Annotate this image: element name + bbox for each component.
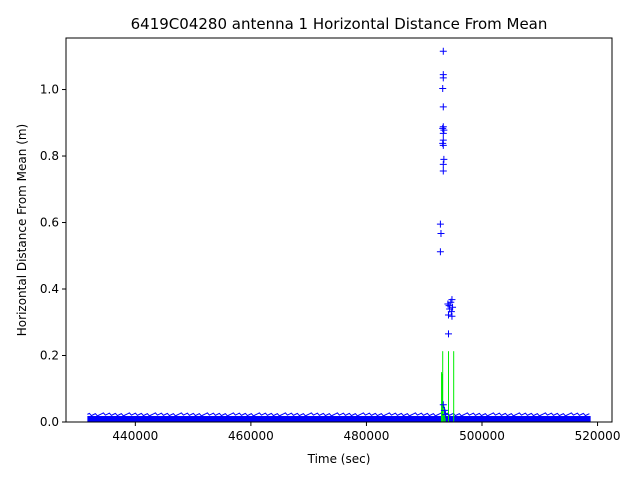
y-tick-label: 1.0 [40, 83, 59, 97]
data-point [439, 160, 447, 168]
data-point [439, 47, 447, 55]
data-point [444, 311, 452, 319]
plot-area [66, 38, 612, 422]
y-tick-label: 0.0 [40, 415, 59, 429]
data-point [442, 411, 450, 419]
y-tick-label: 0.2 [40, 349, 59, 363]
data-point [448, 312, 456, 320]
data-point [436, 248, 444, 256]
x-tick-label: 500000 [459, 429, 505, 443]
data-point [444, 330, 452, 338]
x-tick-label: 480000 [344, 429, 390, 443]
data-point [447, 308, 455, 316]
data-point [445, 302, 453, 310]
data-point [436, 220, 444, 228]
data-point [444, 300, 452, 308]
data-marks [87, 47, 591, 422]
data-point [439, 103, 447, 111]
data-point [439, 167, 447, 175]
x-axis-label: Time (sec) [307, 452, 371, 466]
data-point [439, 74, 447, 82]
data-point [449, 303, 457, 311]
chart-title: 6419C04280 antenna 1 Horizontal Distance… [131, 15, 548, 33]
data-point [439, 129, 447, 137]
data-point [447, 298, 455, 306]
axis-ticks: 440000 460000 480000 500000 520000 0.0 0.2 0.4 0… [40, 83, 621, 443]
axes-frame [65, 37, 613, 423]
data-point [439, 124, 447, 132]
data-point [439, 123, 447, 131]
data-point [440, 406, 448, 414]
data-point [439, 401, 447, 409]
baseline-point-band-edge [87, 412, 590, 417]
x-tick-label: 440000 [112, 429, 158, 443]
x-tick-label: 520000 [575, 429, 621, 443]
data-point [439, 85, 447, 93]
y-tick-label: 0.8 [40, 149, 59, 163]
y-axis-label: Horizontal Distance From Mean (m) [15, 124, 29, 336]
data-point [439, 141, 447, 149]
baseline-point-band [87, 416, 591, 422]
data-point [437, 229, 445, 237]
data-point [440, 126, 448, 134]
x-tick-label: 460000 [228, 429, 274, 443]
data-point [440, 155, 448, 163]
y-tick-label: 0.6 [40, 216, 59, 230]
y-tick-label: 0.4 [40, 282, 59, 296]
